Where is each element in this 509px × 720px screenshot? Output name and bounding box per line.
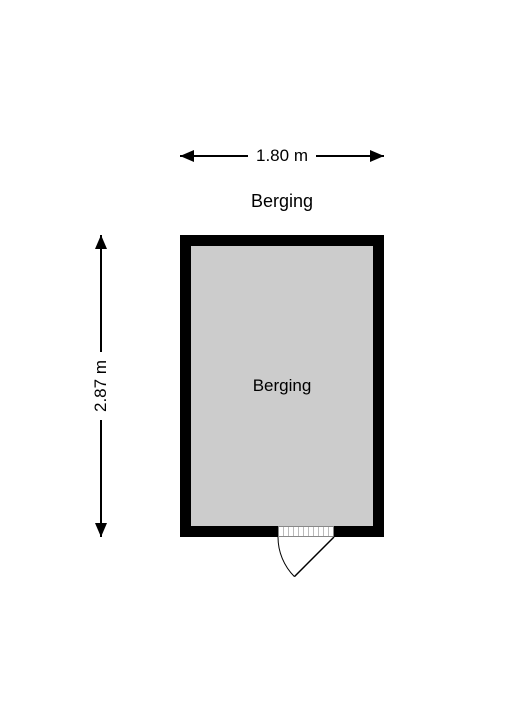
room-label: Berging [253, 376, 312, 396]
dimension-width-label: 1.80 m [256, 146, 308, 166]
arrow-down-icon [95, 523, 107, 537]
arrow-left-icon [180, 150, 194, 162]
dimension-height-label: 2.87 m [91, 360, 111, 412]
floorplan-title: Berging [251, 191, 313, 212]
door-swing-icon [276, 535, 336, 579]
floorplan-canvas: Berging Berging 1.80 m 2.87 m [0, 0, 509, 720]
arrow-right-icon [370, 150, 384, 162]
arrow-up-icon [95, 235, 107, 249]
